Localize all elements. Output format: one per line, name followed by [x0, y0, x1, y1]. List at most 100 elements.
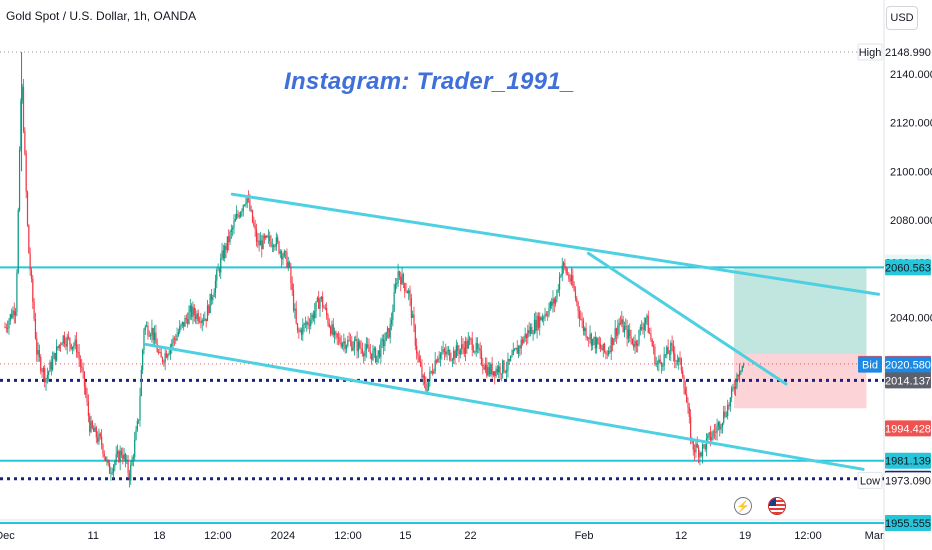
candle: [302, 318, 304, 341]
time-tick-label: 2024: [271, 530, 295, 542]
candle: [715, 423, 717, 441]
candle: [181, 321, 183, 328]
candle: [263, 233, 266, 244]
candle: [9, 313, 11, 325]
candle: [566, 268, 569, 276]
candle: [139, 387, 141, 427]
candle: [549, 300, 551, 311]
watermark-text: Instagram: Trader_1991_: [284, 68, 575, 95]
candle: [478, 343, 480, 354]
candle: [185, 314, 187, 324]
candle: [345, 344, 348, 354]
candle: [333, 327, 336, 344]
candle: [639, 324, 641, 336]
candle: [130, 460, 132, 485]
candle: [674, 346, 676, 369]
candle: [453, 346, 455, 365]
candle: [228, 229, 230, 251]
candle: [367, 337, 369, 349]
candle: [532, 329, 534, 341]
candle: [128, 469, 131, 488]
candle: [101, 429, 103, 450]
candle: [261, 235, 263, 258]
candle: [581, 312, 583, 329]
trend-line[interactable]: [586, 251, 788, 386]
candle: [352, 341, 354, 352]
price-label: 1981.139: [885, 452, 931, 469]
candle: [78, 343, 80, 368]
candle: [33, 298, 35, 322]
price-label: Bid: [858, 356, 882, 373]
candle: [26, 190, 29, 227]
candle: [551, 298, 553, 310]
candle: [282, 253, 284, 266]
candle: [693, 444, 696, 461]
candle: [404, 282, 406, 298]
position-target-zone[interactable]: [734, 267, 867, 354]
price-tick-label: 2140.000: [890, 69, 932, 81]
candle: [111, 467, 113, 476]
candle: [727, 399, 729, 420]
price-tick-label: 2080.000: [890, 215, 932, 227]
candle: [86, 388, 88, 407]
candle: [393, 283, 395, 313]
flash-icon[interactable]: ⚡: [734, 497, 752, 515]
candle: [262, 233, 264, 250]
candle: [498, 361, 500, 379]
candle: [417, 351, 419, 363]
price-label: Low: [857, 471, 883, 489]
candle: [708, 431, 710, 440]
candle: [615, 327, 618, 344]
candle: [17, 207, 19, 275]
candle: [633, 336, 635, 351]
candle: [373, 346, 375, 359]
candle: [524, 327, 526, 342]
candle: [482, 357, 484, 375]
candle: [420, 355, 422, 368]
candle: [210, 289, 213, 306]
svg-text:Low: Low: [860, 475, 880, 487]
candle: [320, 295, 322, 303]
candle: [699, 450, 701, 466]
candle: [14, 307, 17, 324]
candle: [107, 459, 109, 467]
candle: [42, 365, 44, 381]
candle: [569, 274, 571, 285]
candle: [250, 205, 252, 213]
candle: [738, 363, 741, 383]
candle: [406, 289, 408, 294]
candle: [705, 432, 708, 457]
candle: [490, 362, 492, 377]
candle: [138, 419, 140, 424]
candle: [288, 260, 291, 269]
candle: [266, 234, 268, 239]
candle: [360, 340, 362, 354]
candle: [641, 320, 643, 332]
candle: [528, 322, 530, 337]
candle: [651, 338, 653, 347]
candle: [74, 335, 76, 350]
candle: [713, 423, 716, 440]
currency-button[interactable]: USD: [886, 6, 918, 30]
candle: [442, 340, 444, 355]
candle: [255, 223, 258, 247]
candle: [423, 372, 426, 389]
candle: [499, 363, 501, 380]
candle: [58, 344, 60, 352]
trend-line[interactable]: [144, 342, 865, 471]
candle: [281, 249, 283, 268]
candle: [531, 323, 533, 335]
candle: [52, 351, 54, 372]
candle: [737, 374, 739, 381]
candle: [314, 302, 316, 325]
candle: [25, 150, 27, 199]
candle: [171, 339, 173, 355]
candle: [240, 211, 242, 219]
candle: [466, 337, 468, 354]
candle: [376, 355, 378, 365]
trend-line[interactable]: [230, 192, 881, 296]
us-flag-icon[interactable]: [768, 497, 786, 515]
candle: [389, 317, 391, 344]
candle: [118, 449, 120, 464]
